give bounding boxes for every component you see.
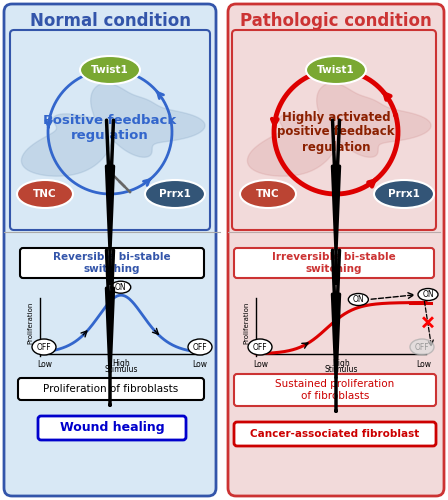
Text: OFF: OFF bbox=[415, 342, 429, 351]
Ellipse shape bbox=[306, 56, 366, 84]
Text: Proliferation: Proliferation bbox=[243, 302, 249, 344]
Text: Sustained proliferation
of fibroblasts: Sustained proliferation of fibroblasts bbox=[276, 379, 395, 401]
Ellipse shape bbox=[248, 339, 272, 355]
Text: Normal condition: Normal condition bbox=[30, 12, 190, 30]
Text: Prrx1: Prrx1 bbox=[159, 189, 191, 199]
Text: Prrx1: Prrx1 bbox=[388, 189, 420, 199]
Text: Reversible bi-stable
switching: Reversible bi-stable switching bbox=[53, 252, 171, 274]
Text: OFF: OFF bbox=[37, 342, 52, 351]
FancyBboxPatch shape bbox=[38, 416, 186, 440]
Text: Highly activated
positive feedback
regulation: Highly activated positive feedback regul… bbox=[277, 110, 395, 154]
Ellipse shape bbox=[240, 180, 296, 208]
Text: OFF: OFF bbox=[253, 342, 267, 351]
Text: Low: Low bbox=[193, 360, 207, 369]
Text: TNC: TNC bbox=[256, 189, 280, 199]
Text: Proliferation: Proliferation bbox=[27, 302, 33, 344]
Text: High: High bbox=[332, 359, 350, 368]
Text: Low: Low bbox=[417, 360, 431, 369]
Polygon shape bbox=[247, 83, 431, 176]
Ellipse shape bbox=[418, 288, 438, 300]
FancyBboxPatch shape bbox=[232, 30, 436, 230]
FancyBboxPatch shape bbox=[228, 4, 444, 496]
Text: Wound healing: Wound healing bbox=[60, 422, 164, 434]
Text: High: High bbox=[112, 359, 130, 368]
Text: Cancer-associated fibroblast: Cancer-associated fibroblast bbox=[250, 429, 420, 439]
Text: ON: ON bbox=[353, 295, 364, 304]
Ellipse shape bbox=[32, 339, 56, 355]
Text: TNC: TNC bbox=[33, 189, 57, 199]
FancyBboxPatch shape bbox=[234, 374, 436, 406]
Ellipse shape bbox=[374, 180, 434, 208]
FancyBboxPatch shape bbox=[234, 422, 436, 446]
Text: ON: ON bbox=[115, 282, 126, 292]
Text: Stimulus: Stimulus bbox=[324, 365, 358, 374]
Ellipse shape bbox=[80, 56, 140, 84]
Text: OFF: OFF bbox=[193, 342, 207, 351]
FancyBboxPatch shape bbox=[10, 30, 210, 230]
Ellipse shape bbox=[17, 180, 73, 208]
Ellipse shape bbox=[410, 339, 434, 355]
Text: Proliferation of fibroblasts: Proliferation of fibroblasts bbox=[43, 384, 179, 394]
Text: Stimulus: Stimulus bbox=[104, 365, 138, 374]
Text: Low: Low bbox=[38, 360, 52, 369]
FancyBboxPatch shape bbox=[234, 248, 434, 278]
Text: Twist1: Twist1 bbox=[317, 65, 355, 75]
Text: Positive feedback
regulation: Positive feedback regulation bbox=[43, 114, 177, 142]
Text: Pathologic condition: Pathologic condition bbox=[240, 12, 432, 30]
Text: Twist1: Twist1 bbox=[91, 65, 129, 75]
Text: Low: Low bbox=[254, 360, 268, 369]
Ellipse shape bbox=[188, 339, 212, 355]
FancyBboxPatch shape bbox=[18, 378, 204, 400]
Ellipse shape bbox=[349, 294, 368, 306]
Text: ON: ON bbox=[422, 290, 434, 299]
Ellipse shape bbox=[111, 281, 131, 293]
FancyBboxPatch shape bbox=[20, 248, 204, 278]
Text: Irreversible bi-stable
switching: Irreversible bi-stable switching bbox=[272, 252, 396, 274]
FancyBboxPatch shape bbox=[4, 4, 216, 496]
Polygon shape bbox=[22, 83, 205, 176]
Ellipse shape bbox=[145, 180, 205, 208]
